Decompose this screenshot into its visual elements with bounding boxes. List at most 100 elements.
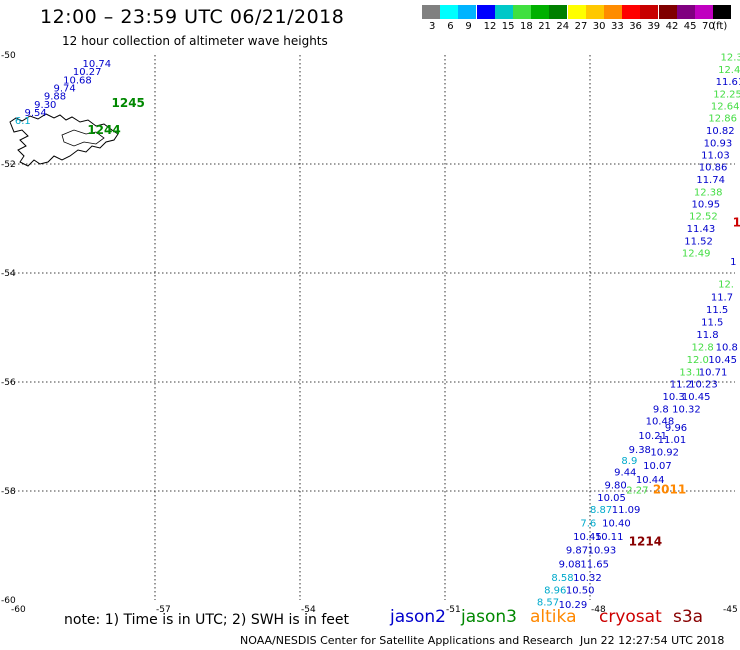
scale-swatch xyxy=(422,5,440,19)
wave-height-value: 12.46 xyxy=(718,65,740,76)
map-subtitle: 12 hour collection of altimeter wave hei… xyxy=(62,34,328,48)
wave-height-value: 11.8 xyxy=(696,330,718,341)
legend-jason2: jason2 xyxy=(390,607,446,627)
wave-height-value: 9.96 xyxy=(665,423,687,434)
scale-swatch xyxy=(604,5,622,19)
wave-height-value: 12.49 xyxy=(682,249,711,260)
wave-height-value: 10.32 xyxy=(573,573,602,584)
wave-height-value: 10.45 xyxy=(682,392,711,403)
wave-height-value: 10.29 xyxy=(559,600,588,611)
scale-swatch xyxy=(440,5,459,19)
latitude-label: -56 xyxy=(1,378,16,388)
wave-height-value: 11.03 xyxy=(701,151,730,162)
longitude-label: -48 xyxy=(591,605,606,615)
legend-altika: altika xyxy=(530,607,577,627)
scale-swatch xyxy=(695,5,713,19)
scale-swatch xyxy=(458,5,477,19)
scale-label: 27 xyxy=(574,21,588,32)
wave-height-value: 12.52 xyxy=(689,212,718,223)
note-text: note: 1) Time is in UTC; 2) SWH is in fe… xyxy=(64,612,350,628)
wave-height-value: 12.25 xyxy=(713,90,740,101)
scale-label: (ft) xyxy=(712,21,728,32)
scale-swatch xyxy=(640,5,659,19)
wave-height-value: 11.65 xyxy=(580,559,609,570)
wave-height-value: 11.52 xyxy=(684,237,713,248)
wave-height-value: 10.95 xyxy=(692,200,721,211)
scale-swatch xyxy=(585,5,604,19)
scale-label: 36 xyxy=(629,21,642,32)
track-time-label: 1244 xyxy=(87,123,120,137)
wave-height-value: 10.32 xyxy=(672,405,701,416)
wave-height-value: 10.93 xyxy=(588,546,617,557)
wave-height-value: 11.7 xyxy=(711,292,733,303)
track-time-label: 16 xyxy=(733,216,740,230)
wave-height-value: 1 xyxy=(730,257,736,268)
wave-height-value: 11.5 xyxy=(706,305,728,316)
scale-label: 39 xyxy=(647,21,661,32)
wave-height-value: 9.74 xyxy=(54,84,76,95)
scale-label: 70 xyxy=(702,21,715,32)
wave-height-value: 12.38 xyxy=(694,188,723,199)
track-time-label: 1245 xyxy=(112,96,145,110)
wave-height-value: 11.61 xyxy=(716,77,740,88)
scale-swatch xyxy=(713,5,732,19)
wave-height-value: 8.96 xyxy=(544,585,566,596)
wave-height-value: 12.64 xyxy=(711,102,740,113)
scale-label: 30 xyxy=(592,21,606,32)
wave-height-value: 10.45 xyxy=(573,532,602,543)
scale-label: 12 xyxy=(483,21,497,32)
scale-swatch xyxy=(476,5,495,19)
wave-height-value: 9.54 xyxy=(25,108,47,119)
wave-height-value: 10.50 xyxy=(566,585,595,596)
wave-height-value: 10.40 xyxy=(602,518,631,529)
wave-height-value: 12. xyxy=(718,280,734,291)
wave-height-value: 9.38 xyxy=(629,445,651,456)
scale-swatch xyxy=(513,5,531,19)
wave-height-value: 10.45 xyxy=(708,355,737,366)
wave-height-value: 9.30 xyxy=(34,100,56,111)
wave-height-value: 9.87 xyxy=(566,546,588,557)
longitude-label: -57 xyxy=(156,605,171,615)
wave-height-value: 10.23 xyxy=(689,379,718,390)
scale-swatch xyxy=(567,5,586,19)
latitude-label: -60 xyxy=(1,596,16,606)
wave-height-value: 10.11 xyxy=(595,532,624,543)
scale-swatch xyxy=(658,5,677,19)
latitude-label: -54 xyxy=(1,269,16,279)
wave-height-value: 8.58 xyxy=(551,573,573,584)
wave-height-value: 12.34 xyxy=(721,52,740,63)
wave-height-value: 8.9 xyxy=(621,456,637,467)
scale-label: 3 xyxy=(429,21,436,32)
wave-height-value: 10.86 xyxy=(699,163,728,174)
wave-height-value: 10.44 xyxy=(636,475,665,486)
wave-height-value: 11.74 xyxy=(696,175,725,186)
scale-label: 9 xyxy=(465,21,472,32)
wave-height-value: 10.21 xyxy=(638,431,667,442)
longitude-label: -54 xyxy=(301,605,316,615)
scale-label: 21 xyxy=(538,21,551,32)
scale-label: 42 xyxy=(665,21,679,32)
wave-height-value: 12.8 xyxy=(692,342,714,353)
wave-height-value: 10.93 xyxy=(704,139,733,150)
footer-credit: NOAA/NESDIS Center for Satellite Applica… xyxy=(240,634,574,647)
wave-height-value: 10.05 xyxy=(597,493,626,504)
wave-height-value: 9.44 xyxy=(614,468,636,479)
wave-height-value: 10.71 xyxy=(699,367,728,378)
wave-height-value: 10.74 xyxy=(83,59,112,70)
wave-height-value: 11.01 xyxy=(658,435,687,446)
scale-swatch xyxy=(622,5,641,19)
legend-s3a: s3a xyxy=(673,607,704,627)
latitude-label: -50 xyxy=(1,51,16,61)
wave-height-value: 9.08 xyxy=(559,559,581,570)
wave-height-value: 6.1 xyxy=(15,116,31,127)
longitude-label: -60 xyxy=(11,605,26,615)
falkland-islands-outline xyxy=(9,113,119,167)
wave-height-value: 10.48 xyxy=(646,417,675,428)
wave-height-value: 11.43 xyxy=(687,224,716,235)
wave-height-value: 2.27 xyxy=(626,486,648,497)
wave-height-value: 10.92 xyxy=(650,448,679,459)
map-title: 12:00 – 23:59 UTC 06/21/2018 xyxy=(40,6,345,28)
scale-label: 15 xyxy=(501,21,515,32)
scale-label: 24 xyxy=(556,21,570,32)
